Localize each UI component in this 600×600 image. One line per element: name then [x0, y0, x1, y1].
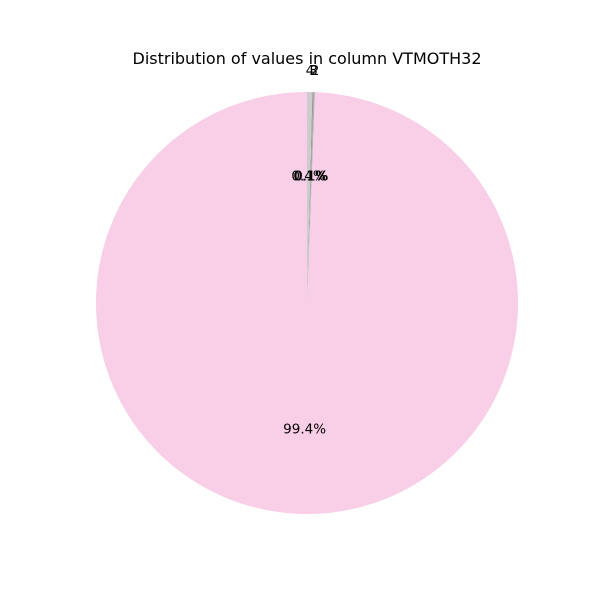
- pie-slice-2: [307, 92, 315, 303]
- pie-slice-3: [307, 92, 314, 303]
- pie-percent-label-3: 0.1%: [293, 168, 327, 184]
- pie-percent-label-4: 0.4%: [291, 168, 325, 184]
- pie-percent-label-2: 0.1%: [294, 168, 328, 184]
- pie-percent-label-1: 99.4%: [283, 422, 326, 438]
- pie-slices: [96, 92, 519, 514]
- pie-labels: 99.4%0.1%20.1%30.4%4: [283, 63, 329, 438]
- pie-category-label-3: 3: [309, 63, 318, 79]
- pie-category-label-2: 2: [311, 63, 320, 79]
- pie-slice-1: [96, 92, 519, 514]
- pie-slice-4: [307, 92, 313, 303]
- pie-category-label-4: 4: [306, 63, 315, 79]
- chart-title: Distribution of values in column VTMOTH3…: [133, 49, 482, 68]
